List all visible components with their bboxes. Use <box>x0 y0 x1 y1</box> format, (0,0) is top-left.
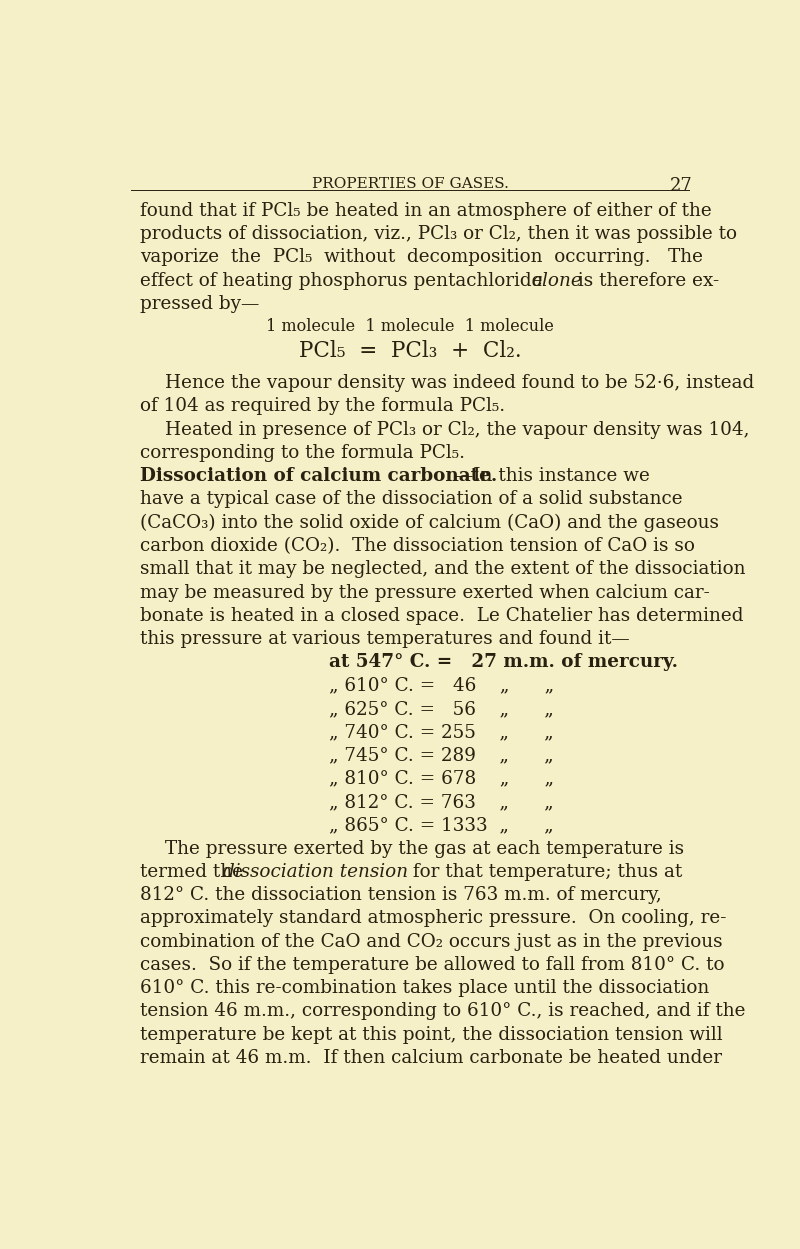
Text: pressed by—: pressed by— <box>140 295 259 313</box>
Text: this pressure at various temperatures and found it—: this pressure at various temperatures an… <box>140 629 630 648</box>
Text: approximately standard atmospheric pressure.  On cooling, re-: approximately standard atmospheric press… <box>140 909 726 927</box>
Text: „ 812° C. = 763    „      „: „ 812° C. = 763 „ „ <box>330 793 554 811</box>
Text: Hence the vapour density was indeed found to be 52·6, instead: Hence the vapour density was indeed foun… <box>165 373 754 392</box>
Text: Dissociation of calcium carbonate.: Dissociation of calcium carbonate. <box>140 467 498 485</box>
Text: may be measured by the pressure exerted when calcium car-: may be measured by the pressure exerted … <box>140 583 710 602</box>
Text: small that it may be neglected, and the extent of the dissociation: small that it may be neglected, and the … <box>140 561 746 578</box>
Text: PCl₅  =  PCl₃  +  Cl₂.: PCl₅ = PCl₃ + Cl₂. <box>298 340 522 362</box>
Text: have a typical case of the dissociation of a solid substance: have a typical case of the dissociation … <box>140 491 683 508</box>
Text: „ 810° C. = 678    „      „: „ 810° C. = 678 „ „ <box>330 769 554 788</box>
Text: combination of the CaO and CO₂ occurs just as in the previous: combination of the CaO and CO₂ occurs ju… <box>140 933 723 950</box>
Text: The pressure exerted by the gas at each temperature is: The pressure exerted by the gas at each … <box>165 839 684 858</box>
Text: vaporize  the  PCl₅  without  decomposition  occurring.   The: vaporize the PCl₅ without decomposition … <box>140 249 703 266</box>
Text: remain at 46 m.m.  If then calcium carbonate be heated under: remain at 46 m.m. If then calcium carbon… <box>140 1049 722 1067</box>
Text: „ 610° C. =   46    „      „: „ 610° C. = 46 „ „ <box>330 677 554 694</box>
Text: of 104 as required by the formula PCl₅.: of 104 as required by the formula PCl₅. <box>140 397 506 416</box>
Text: carbon dioxide (CO₂).  The dissociation tension of CaO is so: carbon dioxide (CO₂). The dissociation t… <box>140 537 695 555</box>
Text: at 547° C. =   27 m.m. of mercury.: at 547° C. = 27 m.m. of mercury. <box>330 653 678 671</box>
Text: effect of heating phosphorus pentachloride: effect of heating phosphorus pentachlori… <box>140 271 549 290</box>
Text: PROPERTIES OF GASES.: PROPERTIES OF GASES. <box>311 177 509 191</box>
Text: is therefore ex-: is therefore ex- <box>573 271 719 290</box>
Text: 610° C. this re-combination takes place until the dissociation: 610° C. this re-combination takes place … <box>140 979 710 997</box>
Text: termed the: termed the <box>140 863 249 881</box>
Text: for that temperature; thus at: for that temperature; thus at <box>407 863 682 881</box>
Text: „ 745° C. = 289    „      „: „ 745° C. = 289 „ „ <box>330 747 554 764</box>
Text: dissociation tension: dissociation tension <box>222 863 408 881</box>
Text: (CaCO₃) into the solid oxide of calcium (CaO) and the gaseous: (CaCO₃) into the solid oxide of calcium … <box>140 513 719 532</box>
Text: corresponding to the formula PCl₅.: corresponding to the formula PCl₅. <box>140 443 466 462</box>
Text: 812° C. the dissociation tension is 763 m.m. of mercury,: 812° C. the dissociation tension is 763 … <box>140 886 662 904</box>
Text: „ 740° C. = 255    „      „: „ 740° C. = 255 „ „ <box>330 723 554 741</box>
Text: „ 625° C. =   56    „      „: „ 625° C. = 56 „ „ <box>330 699 554 718</box>
Text: bonate is heated in a closed space.  Le Chatelier has determined: bonate is heated in a closed space. Le C… <box>140 607 744 624</box>
Text: 27: 27 <box>670 177 692 195</box>
Text: temperature be kept at this point, the dissociation tension will: temperature be kept at this point, the d… <box>140 1025 723 1044</box>
Text: „ 865° C. = 1333  „      „: „ 865° C. = 1333 „ „ <box>330 817 554 834</box>
Text: tension 46 m.m., corresponding to 610° C., is reached, and if the: tension 46 m.m., corresponding to 610° C… <box>140 1003 746 1020</box>
Text: 1 molecule  1 molecule  1 molecule: 1 molecule 1 molecule 1 molecule <box>266 318 554 335</box>
Text: alone: alone <box>531 271 582 290</box>
Text: Heated in presence of PCl₃ or Cl₂, the vapour density was 104,: Heated in presence of PCl₃ or Cl₂, the v… <box>165 421 750 438</box>
Text: —In this instance we: —In this instance we <box>455 467 650 485</box>
Text: cases.  So if the temperature be allowed to fall from 810° C. to: cases. So if the temperature be allowed … <box>140 955 725 974</box>
Text: found that if PCl₅ be heated in an atmosphere of either of the: found that if PCl₅ be heated in an atmos… <box>140 202 712 220</box>
Text: products of dissociation, viz., PCl₃ or Cl₂, then it was possible to: products of dissociation, viz., PCl₃ or … <box>140 225 738 244</box>
